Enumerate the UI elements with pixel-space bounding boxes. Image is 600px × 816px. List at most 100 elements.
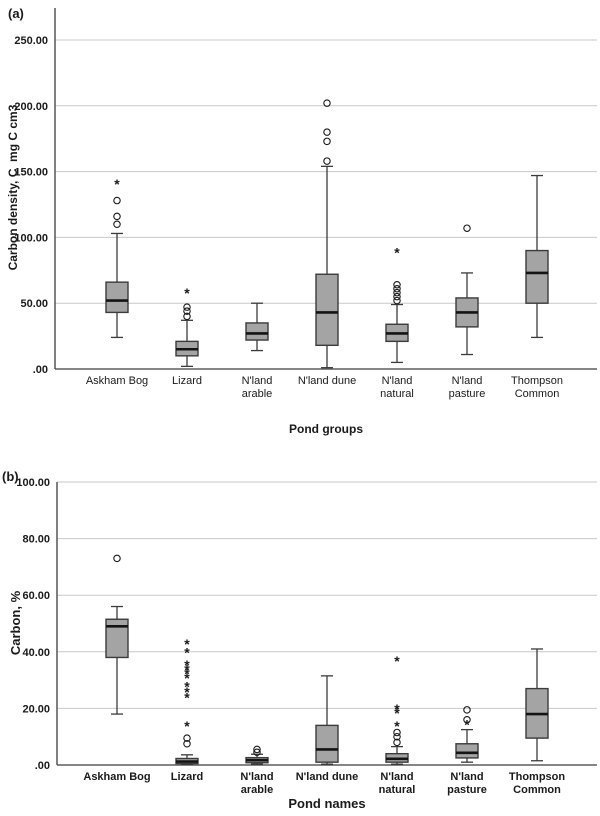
outlier-circle xyxy=(253,745,261,754)
x-tick-label: N'land dune xyxy=(296,771,359,783)
box-plot-n-land-arable xyxy=(245,302,269,352)
y-tick-label: 40.00 xyxy=(22,647,50,659)
x-tick-label: natural xyxy=(379,784,416,796)
outlier-circle xyxy=(323,128,331,136)
outlier-star: * xyxy=(184,678,190,694)
outlier-circle xyxy=(463,706,471,714)
panel-a-label: (a) xyxy=(8,6,24,21)
y-tick-label: 60.00 xyxy=(22,590,50,602)
box-plot-n-land-arable xyxy=(245,745,269,765)
box-plot-n-land-natural: **** xyxy=(385,653,409,765)
iqr-box xyxy=(525,249,549,304)
x-tick-label: Thompson xyxy=(509,771,565,783)
outlier-star: * xyxy=(114,176,120,192)
outlier-star: * xyxy=(184,670,190,686)
x-tick-label: Lizard xyxy=(171,771,203,783)
outlier-circle xyxy=(463,715,471,724)
y-tick-label: 200.00 xyxy=(14,101,48,113)
panel-a-chart: .00 50.00 100.00 150.00 200.00 250.00 * * * Askha… xyxy=(14,8,597,400)
panel-b-x-axis-title: Pond names xyxy=(288,796,366,811)
iqr-box xyxy=(245,322,269,341)
box-plot-askham-bog: * xyxy=(105,176,129,339)
outlier-circle xyxy=(183,734,191,742)
y-tick-label: 100.00 xyxy=(14,232,48,244)
box-plot-n-land-natural: * xyxy=(385,244,409,364)
outlier-star: * xyxy=(184,684,190,700)
outlier-circle xyxy=(393,296,401,305)
outlier-circle xyxy=(323,99,331,107)
outlier-circle xyxy=(183,312,191,321)
x-tick-label: Askham Bog xyxy=(83,771,150,783)
y-tick-label: 100.00 xyxy=(16,477,50,489)
outlier-circle xyxy=(393,292,401,301)
box-plot-n-land-pasture: * xyxy=(455,706,479,763)
outlier-circle xyxy=(323,157,331,165)
outlier-star: * xyxy=(184,690,190,706)
panel-a: (a) Carbon density, C mg C cm3 .00 50.00 1… xyxy=(6,6,597,436)
y-tick-label: 50.00 xyxy=(20,298,48,310)
iqr-box xyxy=(315,724,339,763)
y-tick-label: 20.00 xyxy=(22,703,50,715)
outlier-circle xyxy=(113,554,121,563)
outlier-star: * xyxy=(184,661,190,677)
outlier-circle xyxy=(393,284,401,293)
outlier-circle xyxy=(183,307,191,315)
x-tick-label: pasture xyxy=(449,388,486,400)
x-tick-label: Askham Bog xyxy=(86,375,148,387)
outlier-star: * xyxy=(184,285,190,301)
outlier-circle xyxy=(113,220,121,228)
x-tick-label: Common xyxy=(513,784,561,796)
x-tick-label: N'land xyxy=(450,771,483,783)
outlier-circle xyxy=(393,281,401,289)
outlier-circle xyxy=(393,288,401,297)
x-tick-label: pasture xyxy=(447,784,487,796)
outlier-star: * xyxy=(394,718,400,734)
outlier-star: * xyxy=(184,657,190,673)
x-tick-label: N'land xyxy=(380,771,413,783)
box-plot-n-land-dune xyxy=(315,675,339,765)
box-plot-n-land-dune xyxy=(315,99,339,369)
box-plot-n-land-pasture xyxy=(455,224,479,356)
outlier-circle xyxy=(393,728,401,737)
outlier-star: * xyxy=(184,636,190,652)
x-tick-label: N'land xyxy=(240,771,273,783)
outlier-circle xyxy=(113,212,121,221)
y-tick-label: .00 xyxy=(33,364,48,376)
outlier-star: * xyxy=(394,705,400,721)
panel-b-chart: .0020.0040.0060.0080.00100.00***********… xyxy=(16,477,597,796)
y-tick-label: 250.00 xyxy=(14,35,48,47)
iqr-box xyxy=(315,273,339,347)
iqr-box xyxy=(455,743,479,759)
x-tick-label: N'land dune xyxy=(298,375,356,387)
box-plot-askham-bog xyxy=(105,554,129,715)
box-plot-thompson-common xyxy=(525,174,549,339)
outlier-circle xyxy=(183,303,191,311)
outlier-star: * xyxy=(394,653,400,669)
x-tick-label: Lizard xyxy=(172,375,202,387)
box-plot-lizard: * xyxy=(175,285,199,368)
panel-b-y-axis-title: Carbon, % xyxy=(8,590,23,656)
panel-b-label: (b) xyxy=(2,469,19,484)
outlier-circle xyxy=(393,738,401,747)
box-plot-lizard: ********** xyxy=(175,636,199,766)
outlier-star: * xyxy=(394,701,400,717)
y-tick-label: .00 xyxy=(35,760,50,772)
y-tick-label: 150.00 xyxy=(14,167,48,179)
outlier-circle xyxy=(253,748,261,757)
outlier-circle xyxy=(183,740,191,748)
outlier-star: * xyxy=(184,644,190,660)
outlier-star: * xyxy=(394,244,400,260)
outlier-circle xyxy=(393,732,401,741)
x-tick-label: natural xyxy=(380,388,414,400)
iqr-box xyxy=(105,618,129,659)
x-tick-label: N'land xyxy=(452,375,483,387)
iqr-box xyxy=(105,281,129,314)
panel-a-y-axis-title: Carbon density, C mg C cm3 xyxy=(6,104,20,271)
outlier-star: * xyxy=(184,718,190,734)
x-tick-label: N'land xyxy=(382,375,413,387)
outlier-star: * xyxy=(464,716,470,732)
panel-a-x-axis-title: Pond groups xyxy=(289,422,363,436)
x-tick-label: arable xyxy=(242,388,273,400)
outlier-circle xyxy=(113,196,121,205)
